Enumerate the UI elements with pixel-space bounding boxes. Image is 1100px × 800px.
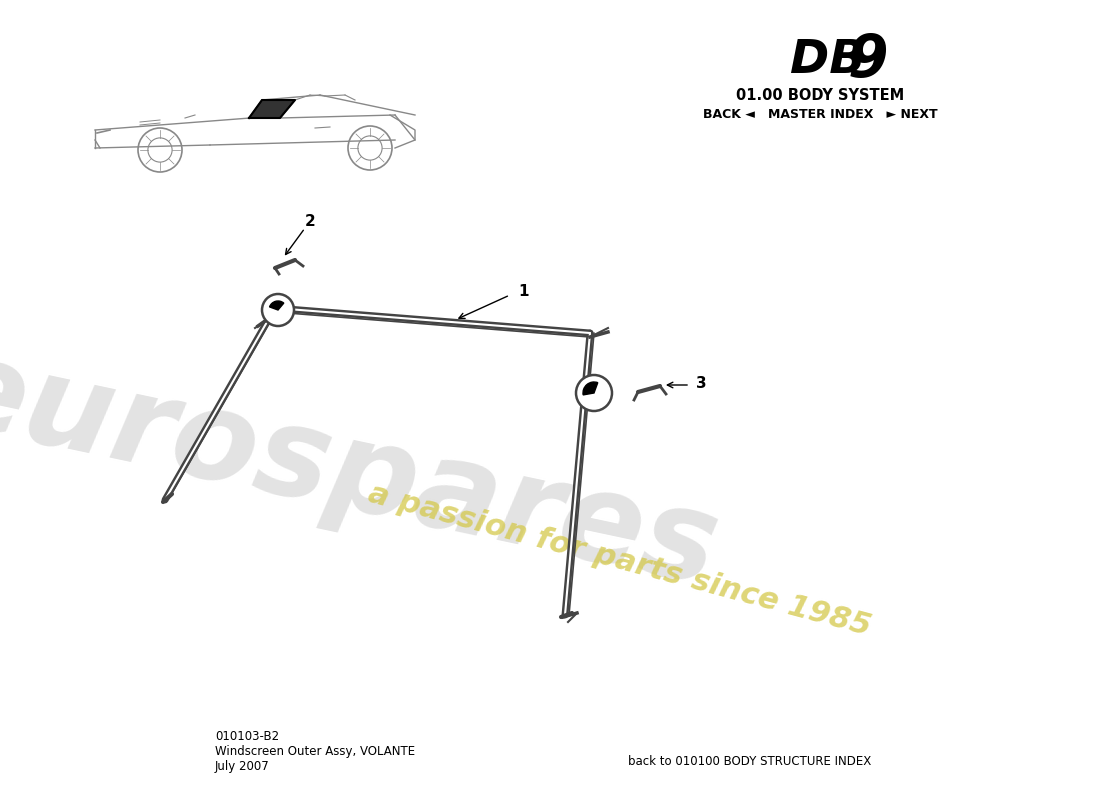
Text: 3: 3: [696, 375, 706, 390]
Text: back to 010100 BODY STRUCTURE INDEX: back to 010100 BODY STRUCTURE INDEX: [628, 755, 871, 768]
Text: BACK ◄   MASTER INDEX   ► NEXT: BACK ◄ MASTER INDEX ► NEXT: [703, 108, 937, 121]
Text: 01.00 BODY SYSTEM: 01.00 BODY SYSTEM: [736, 88, 904, 103]
Circle shape: [576, 375, 612, 411]
Text: eurospares: eurospares: [0, 329, 729, 611]
Text: July 2007: July 2007: [214, 760, 270, 773]
Text: a passion for parts since 1985: a passion for parts since 1985: [365, 478, 874, 642]
Text: 9: 9: [848, 32, 889, 89]
Text: DB: DB: [790, 38, 866, 83]
Wedge shape: [270, 301, 284, 310]
Circle shape: [262, 294, 294, 326]
Text: 010103-B2: 010103-B2: [214, 730, 279, 743]
Polygon shape: [249, 100, 295, 118]
Wedge shape: [583, 382, 597, 395]
Text: Windscreen Outer Assy, VOLANTE: Windscreen Outer Assy, VOLANTE: [214, 745, 415, 758]
Text: 1: 1: [518, 285, 528, 299]
Text: 2: 2: [305, 214, 316, 230]
